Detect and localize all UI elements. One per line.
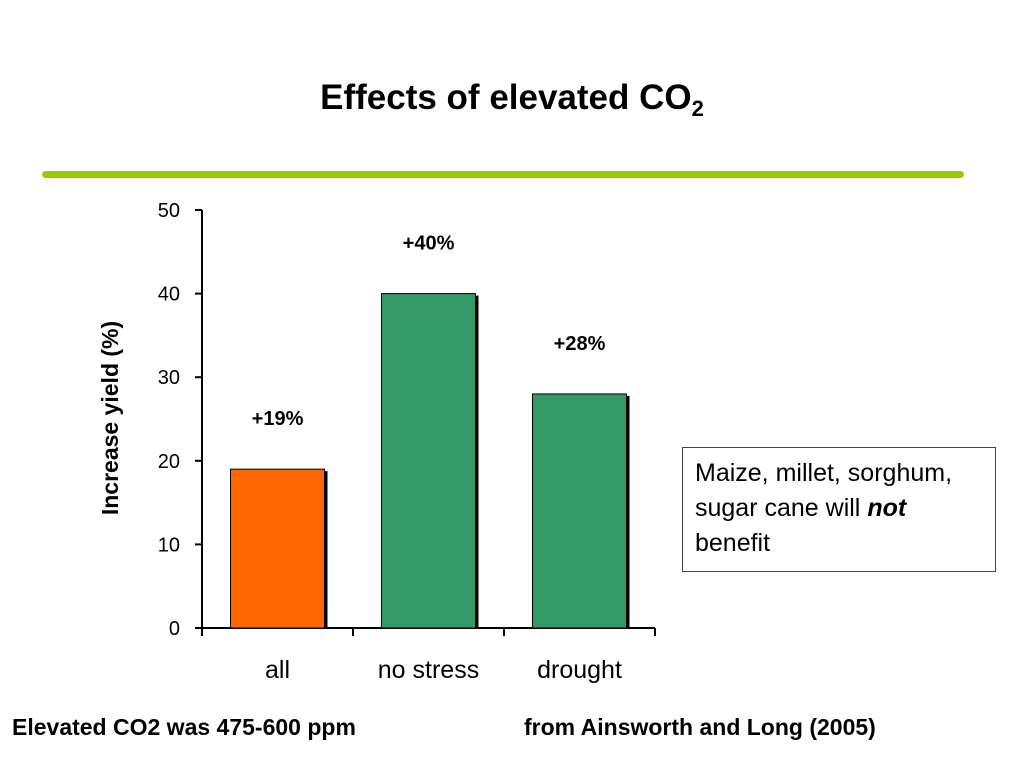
y-tick-label: 20 bbox=[158, 451, 180, 473]
y-tick-label: 0 bbox=[169, 618, 180, 640]
bar-no-stress bbox=[381, 293, 476, 629]
callout-emphasis: not bbox=[867, 494, 907, 522]
title-main: Effects of elevated CO bbox=[320, 78, 692, 117]
y-tick-label: 10 bbox=[158, 534, 180, 556]
y-axis-label: Increase yield (%) bbox=[97, 321, 123, 515]
y-tick-label: 40 bbox=[158, 284, 180, 306]
y-tick-label: 30 bbox=[158, 367, 180, 389]
x-tick-label: drought bbox=[537, 656, 622, 684]
title-subscript: 2 bbox=[691, 96, 704, 121]
bar-all bbox=[230, 468, 325, 629]
x-tick-label: all bbox=[265, 656, 290, 684]
x-tick-label: no stress bbox=[378, 656, 479, 684]
y-tick-label: 50 bbox=[158, 200, 180, 222]
data-label: +28% bbox=[554, 333, 606, 355]
bar-chart: 0 10 20 30 40 50 Increase yield (%) +19% all +40%… bbox=[97, 200, 656, 684]
callout-text-end: benefit bbox=[695, 529, 771, 557]
data-label: +19% bbox=[252, 408, 304, 430]
slide-title: Effects of elevated CO2 bbox=[0, 78, 1024, 122]
data-label: +40% bbox=[403, 233, 455, 255]
callout-box: Maize, millet, sorghum, sugar cane will … bbox=[682, 447, 996, 572]
footer-note: Elevated CO2 was 475-600 ppm bbox=[12, 714, 356, 740]
title-divider bbox=[42, 171, 964, 178]
callout-text: Maize, millet, sorghum, sugar cane will bbox=[695, 459, 953, 522]
footer-citation: from Ainsworth and Long (2005) bbox=[524, 714, 876, 740]
bar-drought bbox=[532, 393, 627, 629]
